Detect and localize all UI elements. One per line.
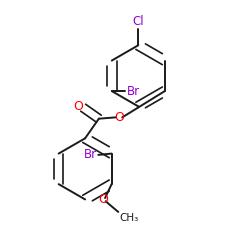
Text: O: O (114, 111, 124, 124)
Text: Cl: Cl (132, 15, 144, 28)
Text: O: O (98, 192, 108, 205)
Text: Br: Br (126, 84, 140, 98)
Text: O: O (74, 100, 83, 113)
Text: Br: Br (84, 148, 97, 162)
Text: CH₃: CH₃ (120, 213, 139, 223)
